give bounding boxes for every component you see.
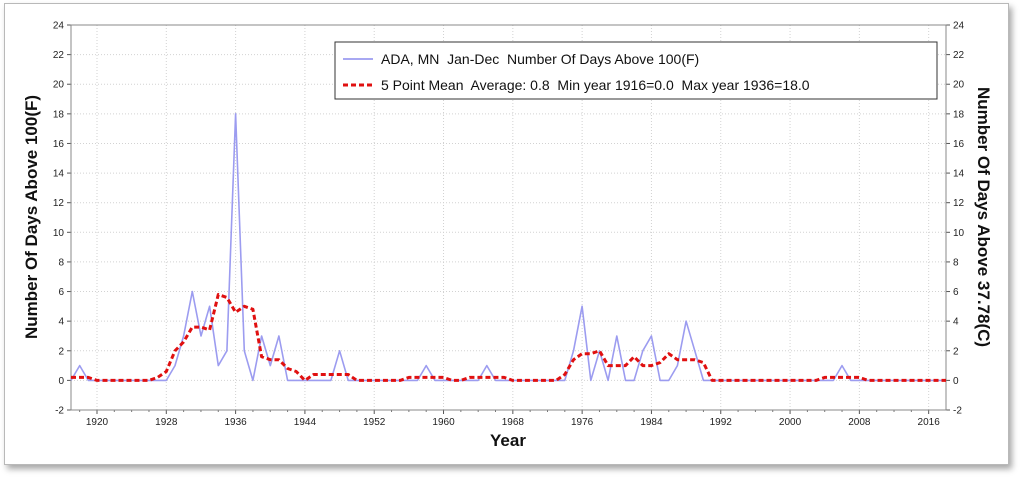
x-tick-label: 1936 <box>224 417 247 428</box>
y-tick-label-left: 4 <box>58 317 64 328</box>
y-tick-label-left: 10 <box>53 228 65 239</box>
y-tick-label-left: 0 <box>58 376 64 387</box>
x-tick-label: 1992 <box>710 417 733 428</box>
y-tick-label-left: 16 <box>53 139 65 150</box>
x-tick-label: 2016 <box>918 417 941 428</box>
y-tick-label-left: 6 <box>58 287 64 298</box>
y-tick-label-right: 8 <box>953 257 959 268</box>
x-axis-title: Year <box>490 431 526 450</box>
y-tick-label-left: 18 <box>53 109 65 120</box>
series-line-5-point-mean <box>71 293 946 382</box>
y-tick-label-left: 22 <box>53 50 65 61</box>
y-tick-label-right: 10 <box>953 228 965 239</box>
y-tick-label-right: 6 <box>953 287 959 298</box>
y-tick-label-left: 12 <box>53 198 65 209</box>
x-tick-label: 1984 <box>640 417 663 428</box>
x-tick-label: 1968 <box>502 417 525 428</box>
y-tick-label-right: 20 <box>953 80 965 91</box>
y-tick-label-left: 8 <box>58 257 64 268</box>
legend-box <box>334 41 938 100</box>
x-tick-label: 2008 <box>848 417 871 428</box>
x-tick-label: 1928 <box>155 417 178 428</box>
y-tick-label-left: 20 <box>53 80 65 91</box>
x-tick-label: 1952 <box>363 417 386 428</box>
y-tick-label-left: 24 <box>53 21 65 32</box>
y-tick-label-right: 2 <box>953 346 959 357</box>
x-tick-label: 1960 <box>432 417 455 428</box>
x-tick-label: 2000 <box>779 417 802 428</box>
legend-label: 5 Point Mean Average: 0.8 Min year 1916=… <box>381 77 810 93</box>
y-tick-label-right: 22 <box>953 50 965 61</box>
legend-label: ADA, MN Jan-Dec Number Of Days Above 100… <box>381 51 699 67</box>
y-axis-title-left: Number Of Days Above 100(F) <box>22 95 41 339</box>
x-tick-label: 1976 <box>571 417 594 428</box>
chart-frame: -2 -2 0 0 2 2 4 4 6 6 8 8 10 10 12 12 14 14 16 16 18 18 20 20 22… <box>4 3 1009 465</box>
y-tick-label-left: -2 <box>55 406 64 417</box>
y-tick-label-right: 4 <box>953 317 959 328</box>
y-tick-label-right: 0 <box>953 376 959 387</box>
y-tick-label-left: 14 <box>53 169 65 180</box>
plot-border <box>70 24 947 411</box>
y-tick-label-right: 12 <box>953 198 965 209</box>
y-tick-label-right: 14 <box>953 169 965 180</box>
x-tick-label: 1944 <box>294 417 317 428</box>
y-tick-label-right: 24 <box>953 21 965 32</box>
y-tick-label-right: 16 <box>953 139 965 150</box>
y-tick-label-right: 18 <box>953 109 965 120</box>
y-axis-title-right: Number Of Days Above 37.78(C) <box>974 87 993 347</box>
y-tick-label-right: -2 <box>953 406 962 417</box>
x-tick-label: 1920 <box>86 417 109 428</box>
y-tick-label-left: 2 <box>58 346 64 357</box>
